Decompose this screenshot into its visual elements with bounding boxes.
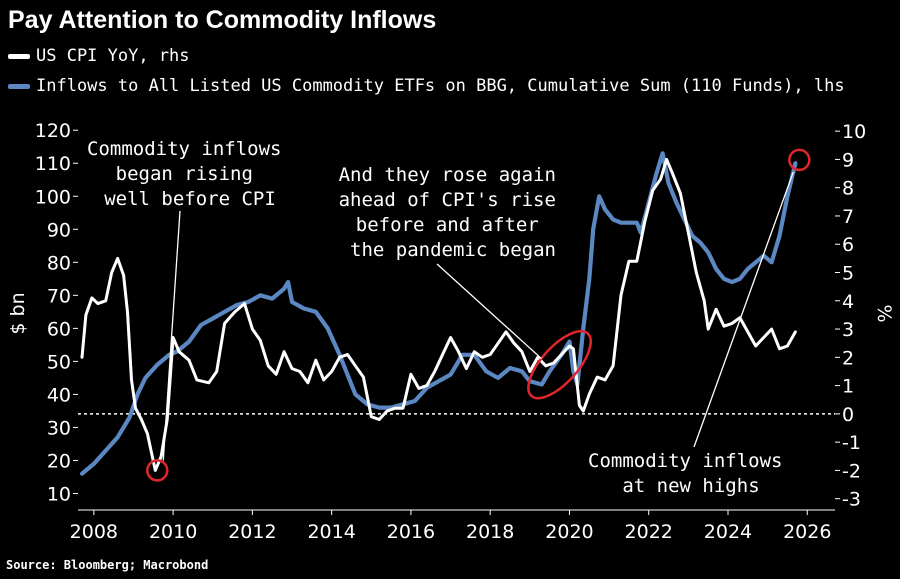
left-tick-label-50: 50 <box>47 351 71 373</box>
annotation-2-pointer <box>436 263 542 360</box>
annotation-2-line-1: And they rose again <box>339 164 556 186</box>
right-tick-label--3: -3 <box>842 489 861 511</box>
left-tick-label-30: 30 <box>47 417 71 439</box>
x-tick-label-2008: 2008 <box>70 521 118 543</box>
right-tick-label-0: 0 <box>842 404 854 426</box>
annotation-3-line-2: at new highs <box>622 475 759 497</box>
inflows-series-line <box>79 151 798 476</box>
annotation-2: And they rose again ahead of CPI's rise … <box>339 164 568 261</box>
chart-title: Pay Attention to Commodity Inflows <box>8 6 437 34</box>
right-tick-label-5: 5 <box>842 263 854 285</box>
legend-label-cpi: US CPI YoY, rhs <box>36 46 190 66</box>
right-tick-label-8: 8 <box>842 178 854 200</box>
right-tick-label--1: -1 <box>842 432 861 454</box>
legend-label-inflows: Inflows to All Listed US Commodity ETFs … <box>36 76 845 96</box>
annotation-1: Commodity inflows began rising well befo… <box>87 138 293 210</box>
annotation-1-line-2: began rising <box>116 163 253 185</box>
x-tick-label-2026: 2026 <box>783 521 831 543</box>
highlight-ellipse-2 <box>527 329 592 400</box>
annotation-2-line-4: the pandemic began <box>350 239 556 261</box>
x-tick-label-2016: 2016 <box>387 521 435 543</box>
right-axis-title: % <box>873 304 895 322</box>
cpi-series-line <box>80 157 797 472</box>
right-tick-label--2: -2 <box>842 460 861 482</box>
right-tick-label-6: 6 <box>842 234 854 256</box>
x-tick-label-2020: 2020 <box>545 521 593 543</box>
left-tick-label-120: 120 <box>35 120 71 142</box>
annotation-1-line-1: Commodity inflows <box>87 138 281 160</box>
x-tick-label-2014: 2014 <box>307 521 355 543</box>
legend-swatch-cpi <box>8 53 30 59</box>
right-tick-label-2: 2 <box>842 347 854 369</box>
left-tick-label-80: 80 <box>47 252 71 274</box>
left-tick-label-70: 70 <box>47 285 71 307</box>
left-tick-label-100: 100 <box>35 186 71 208</box>
source-note: Source: Bloomberg; Macrobond <box>6 558 209 572</box>
left-tick-label-40: 40 <box>47 384 71 406</box>
right-tick-label-7: 7 <box>842 206 854 228</box>
x-tick-label-2022: 2022 <box>625 521 673 543</box>
right-tick-label-1: 1 <box>842 376 854 398</box>
right-tick-label-3: 3 <box>842 319 854 341</box>
legend-item-inflows: Inflows to All Listed US Commodity ETFs … <box>8 76 845 96</box>
x-tick-label-2010: 2010 <box>149 521 197 543</box>
highlight-circle-1 <box>146 459 169 482</box>
left-tick-label-10: 10 <box>47 483 71 505</box>
right-tick-label-10: 10 <box>842 121 866 143</box>
left-tick-label-110: 110 <box>35 153 71 175</box>
annotation-1-pointer <box>162 210 181 461</box>
right-tick-label-4: 4 <box>842 291 854 313</box>
annotation-2-line-2: ahead of CPI's rise <box>339 189 556 211</box>
x-tick-label-2012: 2012 <box>228 521 276 543</box>
x-tick-label-2024: 2024 <box>704 521 752 543</box>
annotation-2-line-3: before and after <box>356 214 539 236</box>
left-axis-title: $ bn <box>7 292 29 334</box>
annotation-3-pointer <box>693 171 794 448</box>
annotation-3-line-1: Commodity inflows <box>588 450 782 472</box>
legend-swatch-inflows <box>8 83 30 89</box>
annotation-3: Commodity inflows at new highs <box>588 450 794 497</box>
annotation-1-line-3: well before CPI <box>104 188 276 210</box>
left-tick-label-60: 60 <box>47 318 71 340</box>
left-tick-label-20: 20 <box>47 450 71 472</box>
x-tick-label-2018: 2018 <box>466 521 514 543</box>
legend-item-cpi: US CPI YoY, rhs <box>8 46 190 66</box>
highlight-circle-3 <box>788 148 811 172</box>
right-tick-label-9: 9 <box>842 149 854 171</box>
left-tick-label-90: 90 <box>47 219 71 241</box>
